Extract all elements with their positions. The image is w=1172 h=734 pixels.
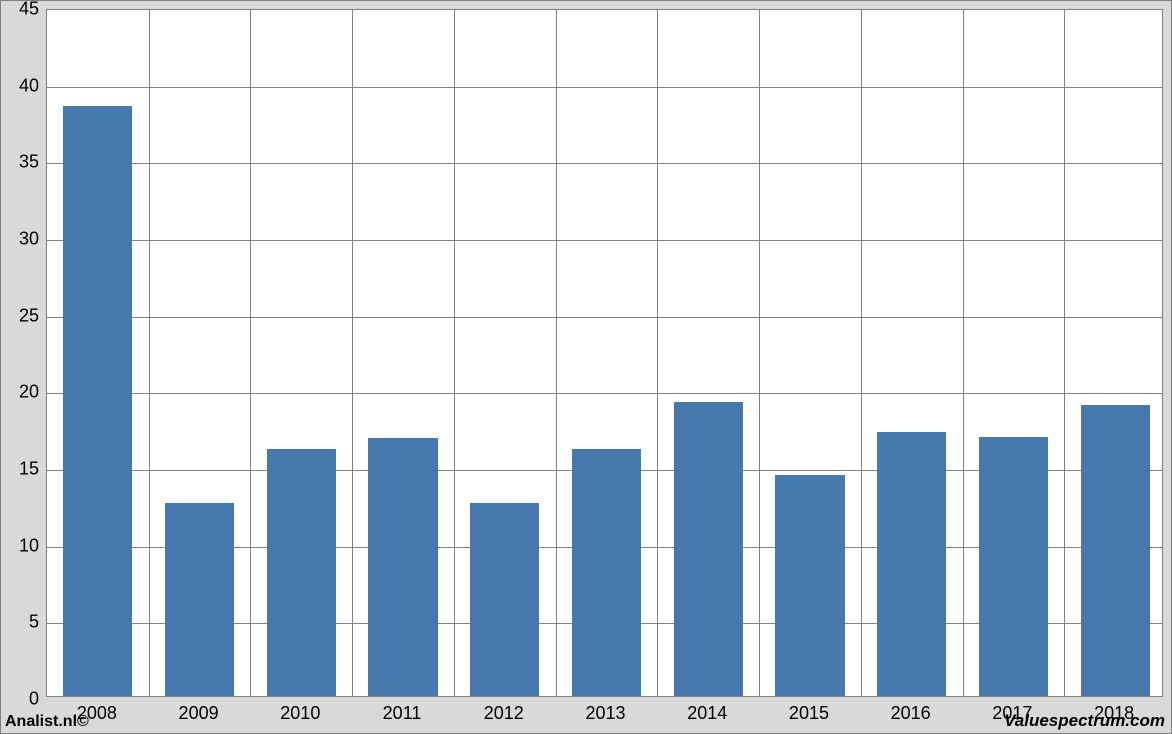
gridline-v xyxy=(963,10,964,696)
y-tick-label: 20 xyxy=(5,382,39,403)
gridline-h xyxy=(47,163,1162,164)
chart-container: 051015202530354045 200820092010201120122… xyxy=(0,0,1172,734)
bar-2010 xyxy=(267,449,336,696)
y-tick-label: 5 xyxy=(5,612,39,633)
y-tick-label: 35 xyxy=(5,152,39,173)
gridline-v xyxy=(352,10,353,696)
x-tick-label: 2016 xyxy=(891,703,931,724)
gridline-v xyxy=(861,10,862,696)
y-tick-label: 30 xyxy=(5,229,39,250)
gridline-v xyxy=(657,10,658,696)
gridline-v xyxy=(454,10,455,696)
gridline-h xyxy=(47,87,1162,88)
gridline-h xyxy=(47,240,1162,241)
y-tick-label: 15 xyxy=(5,459,39,480)
y-tick-label: 40 xyxy=(5,75,39,96)
gridline-v xyxy=(250,10,251,696)
gridline-v xyxy=(759,10,760,696)
x-tick-label: 2013 xyxy=(585,703,625,724)
y-tick-label: 10 xyxy=(5,535,39,556)
bar-2016 xyxy=(877,432,946,696)
y-tick-label: 45 xyxy=(5,0,39,20)
bar-2018 xyxy=(1081,405,1150,696)
gridline-v xyxy=(149,10,150,696)
gridline-v xyxy=(1064,10,1065,696)
bar-2017 xyxy=(979,437,1048,696)
x-tick-label: 2011 xyxy=(383,703,422,724)
x-tick-label: 2015 xyxy=(789,703,829,724)
x-tick-label: 2009 xyxy=(179,703,219,724)
gridline-h xyxy=(47,393,1162,394)
gridline-v xyxy=(556,10,557,696)
bar-2014 xyxy=(674,402,743,696)
bar-2012 xyxy=(470,503,539,696)
bar-2011 xyxy=(368,438,437,696)
x-tick-label: 2012 xyxy=(484,703,524,724)
y-tick-label: 0 xyxy=(5,689,39,710)
bar-2009 xyxy=(165,503,234,696)
footer-left-text: Analist.nl© xyxy=(5,713,89,731)
x-tick-label: 2010 xyxy=(280,703,320,724)
footer-right-text: Valuespectrum.com xyxy=(1004,711,1165,731)
gridline-h xyxy=(47,317,1162,318)
y-tick-label: 25 xyxy=(5,305,39,326)
x-tick-label: 2014 xyxy=(687,703,727,724)
bar-2015 xyxy=(775,475,844,696)
plot-area xyxy=(46,9,1163,697)
bar-2008 xyxy=(63,106,132,696)
bar-2013 xyxy=(572,449,641,696)
